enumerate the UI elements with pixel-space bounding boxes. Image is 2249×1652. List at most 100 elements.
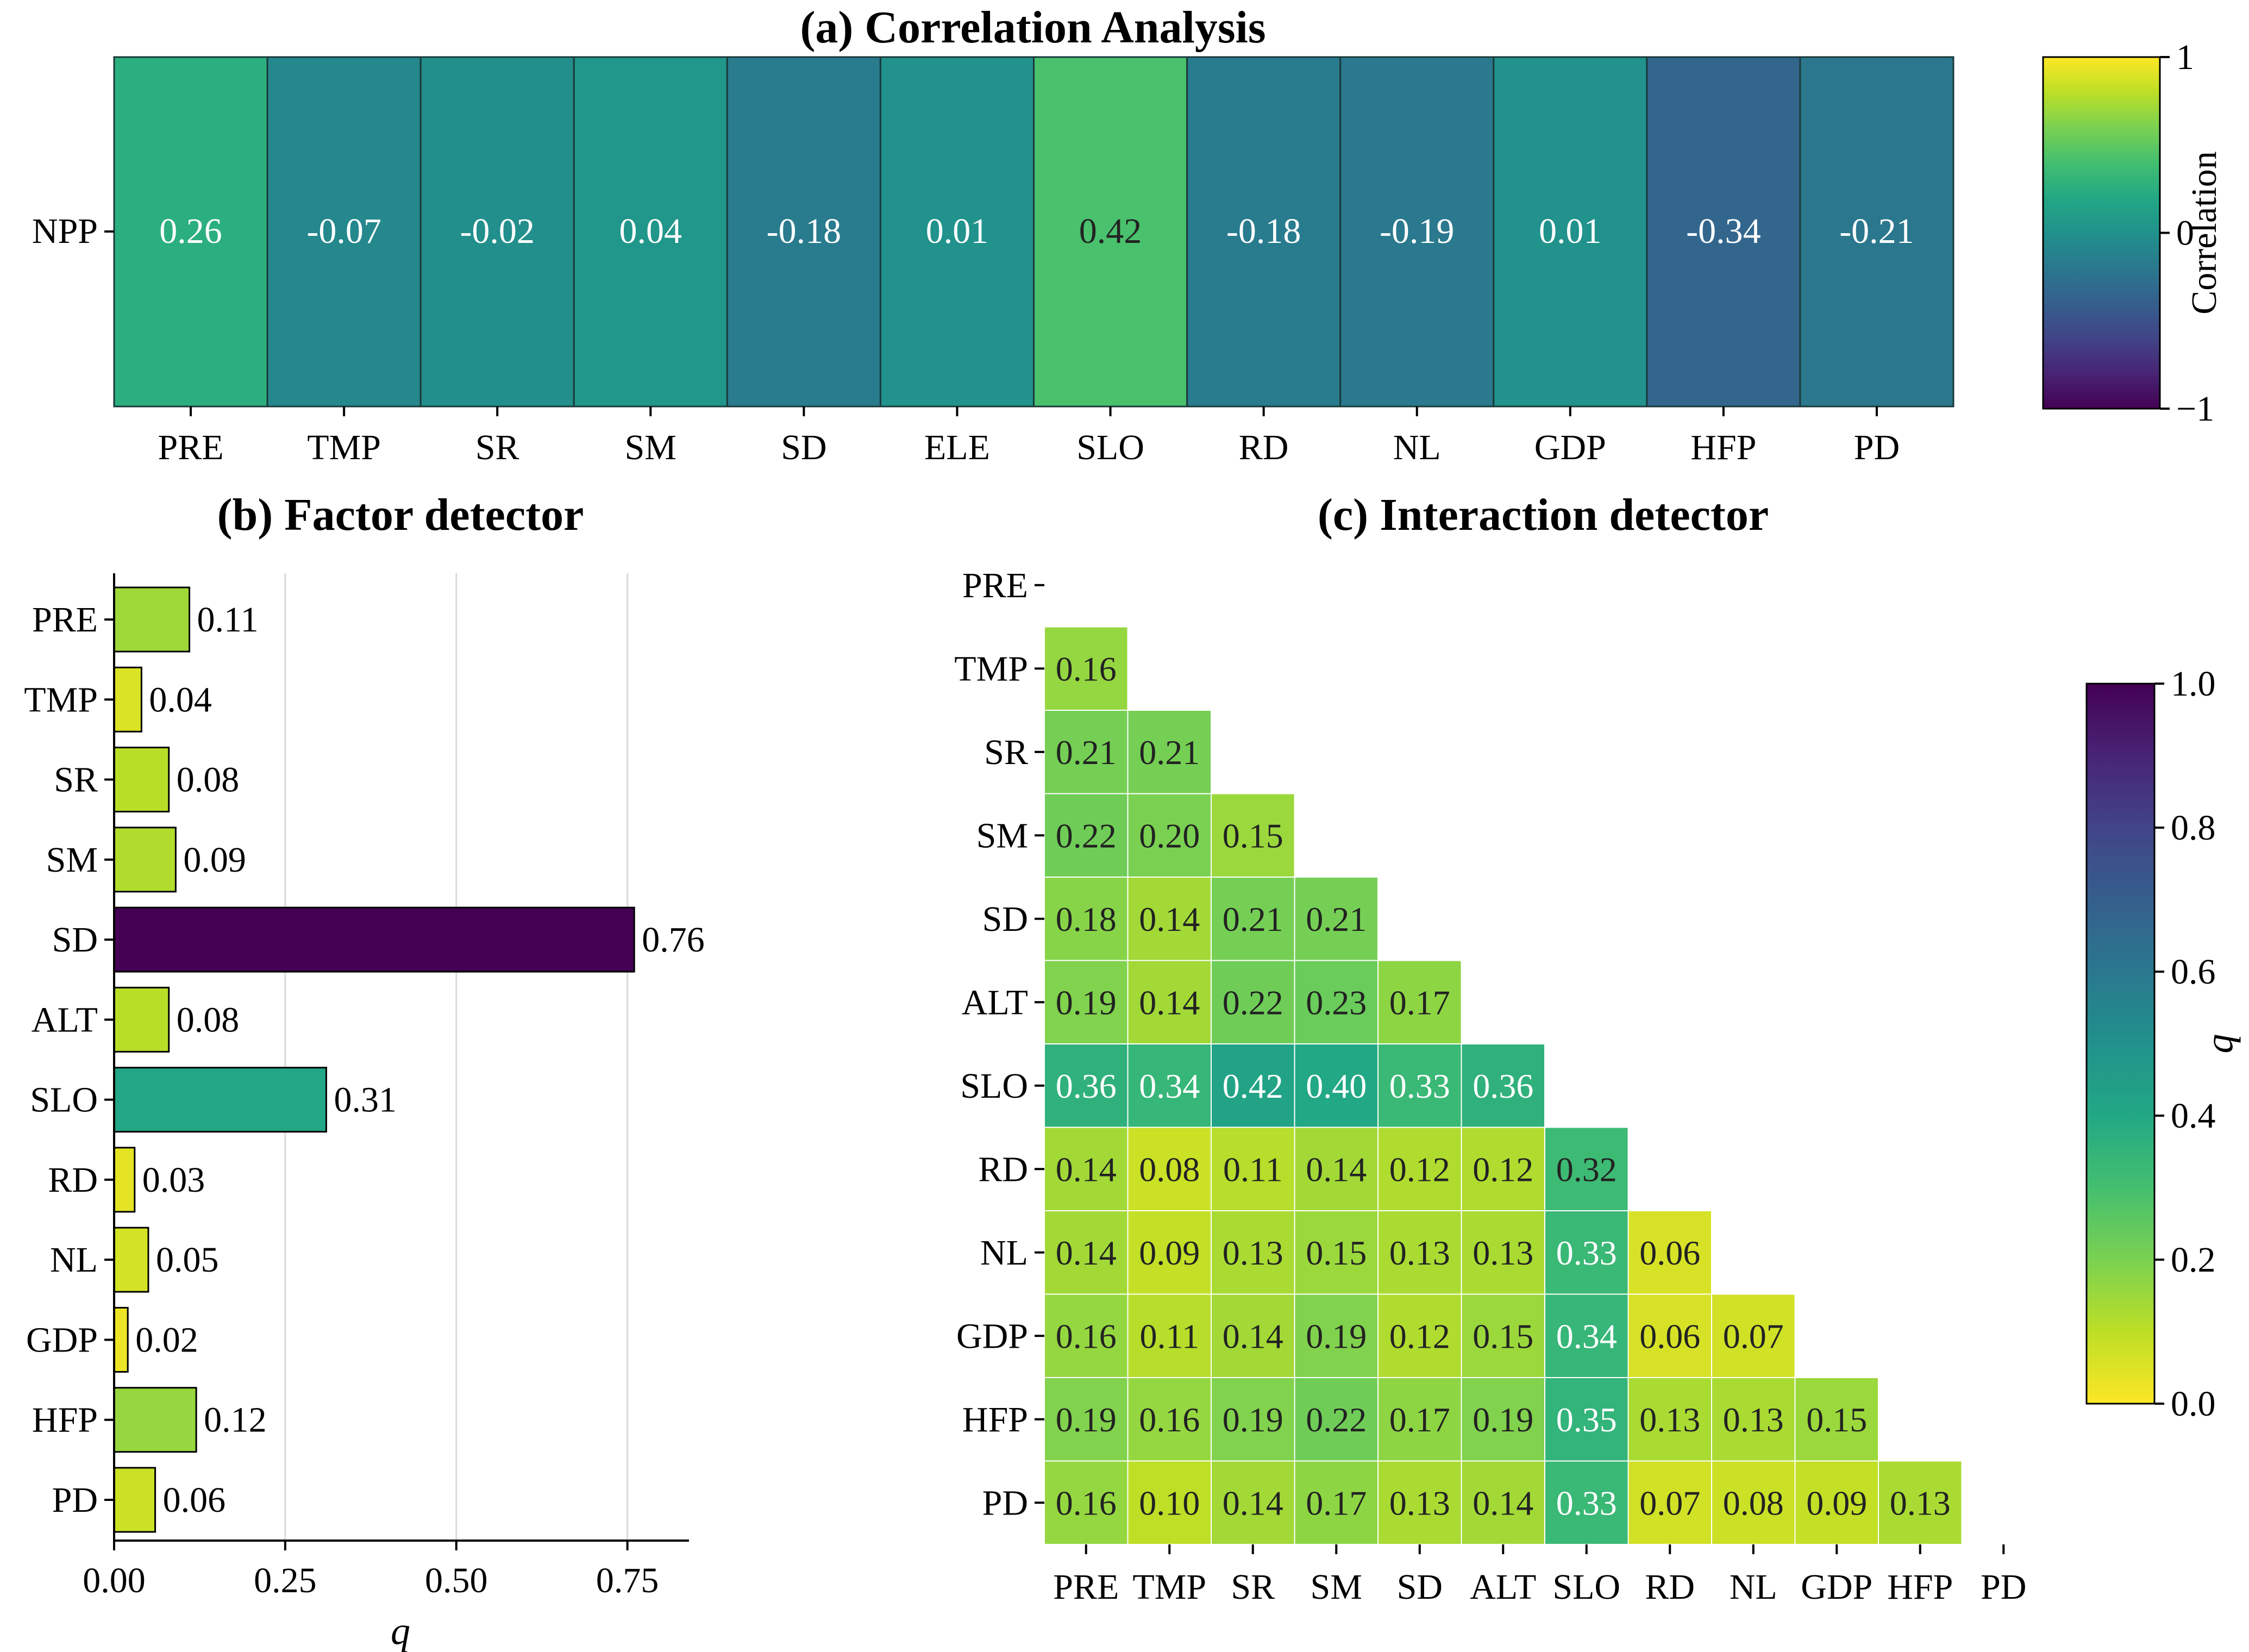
x-tick-label: SD [781, 428, 826, 467]
x-tick-label: SD [1397, 1567, 1443, 1607]
factor-bar [113, 986, 170, 1053]
interaction-cell-value: 0.11 [1223, 1150, 1283, 1188]
interaction-cell-value: 0.34 [1139, 1067, 1200, 1105]
corr-cell-value: 0.01 [1539, 211, 1602, 251]
interaction-cell [1461, 1127, 1545, 1211]
interaction-cell-value: 0.42 [1223, 1067, 1283, 1105]
interaction-cell-value: 0.16 [1139, 1400, 1200, 1439]
corr-cell-value: -0.19 [1380, 211, 1454, 251]
factor-bar [113, 1387, 197, 1453]
interaction-cell-value: 0.20 [1139, 816, 1200, 855]
y-tick-label: SD [982, 899, 1028, 939]
interaction-cell-value: 0.13 [1890, 1484, 1951, 1522]
colorbar-tick-label: 0.8 [2171, 808, 2216, 848]
y-tick-label: SM [976, 816, 1028, 855]
interaction-cell [1211, 1210, 1295, 1295]
factor-bar [113, 666, 142, 733]
interaction-cell-value: 0.33 [1556, 1234, 1617, 1272]
y-tick-label: SR [984, 733, 1028, 772]
x-tick-label: PD [1854, 428, 1900, 467]
interaction-cell [1127, 1043, 1212, 1128]
interaction-cell [1127, 1377, 1212, 1462]
interaction-cell-value: 0.15 [1806, 1400, 1867, 1439]
interaction-cell-value: 0.13 [1389, 1234, 1450, 1272]
factor-bar-value: 0.31 [334, 1080, 397, 1120]
colorbar-tick-label: 0.2 [2171, 1240, 2216, 1280]
interaction-cell [1544, 1460, 1629, 1545]
interaction-cell-value: 0.19 [1056, 983, 1117, 1022]
factor-bar-value: 0.09 [183, 840, 246, 880]
interaction-cell-value: 0.23 [1306, 983, 1367, 1022]
interaction-cell-value: 0.14 [1223, 1484, 1283, 1522]
factor-bar-value: 0.08 [177, 1000, 240, 1040]
factor-bar [113, 827, 177, 893]
factor-bar-value: 0.05 [156, 1240, 219, 1280]
interaction-cell-value: 0.14 [1223, 1317, 1283, 1355]
interaction-cell-value: 0.22 [1306, 1400, 1367, 1439]
interaction-cell [1711, 1460, 1796, 1545]
x-tick-label: 0.00 [83, 1561, 146, 1600]
panel-c-title: (c) Interaction detector [1318, 490, 1769, 540]
interaction-cell [1878, 1460, 1963, 1545]
colorbar-label: Correlation [2184, 151, 2224, 315]
y-tick-label: NPP [32, 211, 98, 251]
x-tick-label: 0.25 [254, 1561, 317, 1600]
interaction-cell [1211, 793, 1295, 878]
interaction-cell [1794, 1377, 1879, 1462]
interaction-cell [1127, 960, 1212, 1044]
x-tick-label: PD [1981, 1567, 2026, 1607]
corr-cell-value: -0.18 [1226, 211, 1301, 251]
colorbar-tick-label: 1 [2176, 37, 2194, 77]
factor-bar-value: 0.12 [204, 1400, 267, 1440]
corr-cell-value: 0.26 [159, 211, 222, 251]
interaction-cell-value: 0.13 [1639, 1400, 1700, 1439]
corr-cell-value: 0.42 [1079, 211, 1142, 251]
colorbar-tick-label: 0.4 [2171, 1096, 2216, 1136]
interaction-cell-value: 0.16 [1056, 649, 1117, 688]
interaction-cell [1044, 1377, 1129, 1462]
interaction-cell-value: 0.16 [1056, 1484, 1117, 1522]
interaction-cell-value: 0.13 [1723, 1400, 1784, 1439]
interaction-cell-value: 0.12 [1473, 1150, 1533, 1188]
y-tick-label: NL [50, 1240, 98, 1280]
interaction-cell-value: 0.17 [1306, 1484, 1367, 1522]
interaction-cell [1044, 793, 1129, 878]
interaction-cell [1044, 1460, 1129, 1545]
corr-cell-value: 0.01 [926, 211, 989, 251]
factor-bar [113, 1467, 156, 1533]
interaction-cell [1461, 1043, 1545, 1128]
interaction-cell-value: 0.40 [1306, 1067, 1367, 1105]
interaction-cell [1211, 1293, 1295, 1378]
corr-cell [419, 56, 575, 408]
interaction-cell-value: 0.22 [1056, 816, 1117, 855]
y-tick-label: HFP [32, 1400, 98, 1440]
interaction-cell-value: 0.14 [1139, 983, 1200, 1022]
interaction-cell-value: 0.17 [1389, 1400, 1450, 1439]
interaction-cell [1211, 877, 1295, 961]
y-tick-label: ALT [32, 1000, 98, 1040]
factor-bar [113, 586, 191, 653]
panel-b-xlabel: q [391, 1609, 410, 1652]
q-colorbar [2085, 683, 2156, 1405]
x-tick-label: ELE [924, 428, 990, 467]
interaction-cell [1127, 710, 1212, 794]
y-tick-label: SLO [30, 1080, 98, 1120]
interaction-cell-value: 0.14 [1139, 900, 1200, 938]
interaction-cell [1294, 1460, 1379, 1545]
y-tick-label: GDP [26, 1320, 98, 1360]
interaction-cell-value: 0.19 [1056, 1400, 1117, 1439]
corr-cell [1186, 56, 1342, 408]
interaction-cell [1711, 1377, 1796, 1462]
factor-bar-value: 0.06 [163, 1480, 226, 1520]
y-tick-label: SLO [960, 1066, 1028, 1106]
interaction-cell-value: 0.07 [1639, 1484, 1700, 1522]
interaction-cell-value: 0.16 [1056, 1317, 1117, 1355]
interaction-cell-value: 0.36 [1056, 1067, 1117, 1105]
interaction-cell [1294, 877, 1379, 961]
corr-cell [726, 56, 881, 408]
x-tick-label: RD [1645, 1567, 1695, 1607]
x-tick-label: HFP [1887, 1567, 1953, 1607]
panel-a-title: (a) Correlation Analysis [800, 2, 1266, 53]
interaction-cell [1544, 1377, 1629, 1462]
